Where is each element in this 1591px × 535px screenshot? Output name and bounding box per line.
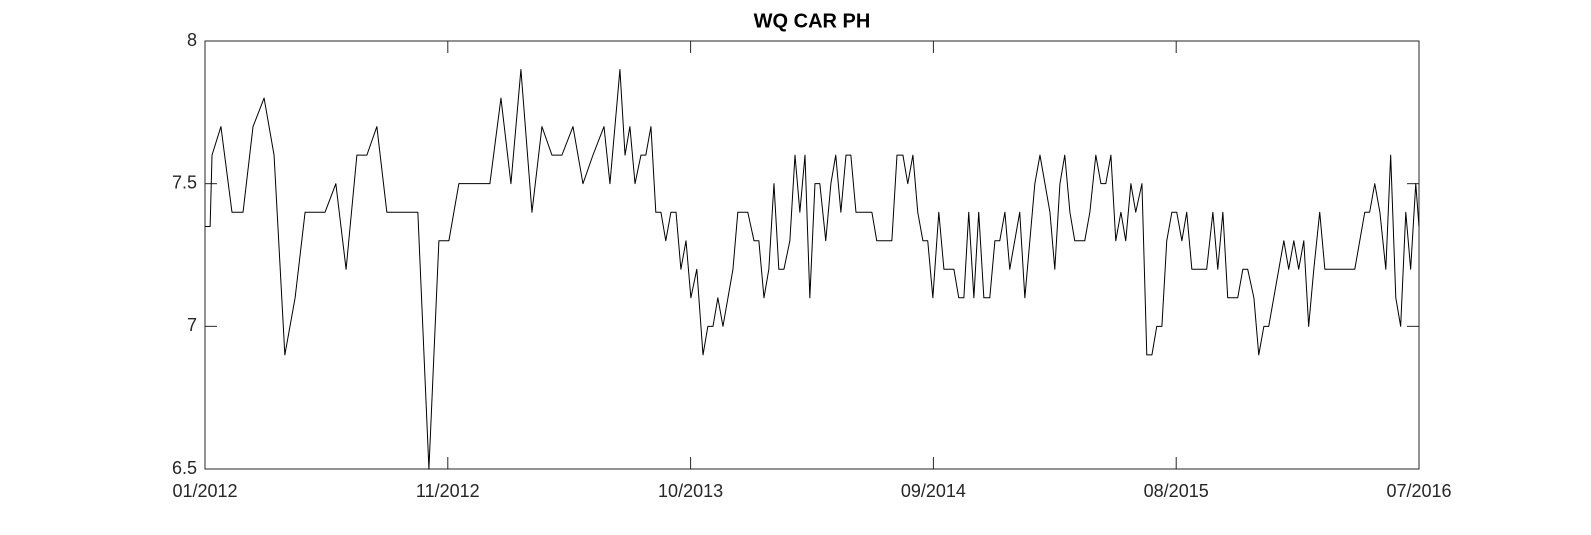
x-tick-label: 09/2014	[901, 481, 966, 501]
data-line	[205, 69, 1420, 470]
plot-frame	[204, 40, 1420, 470]
x-tick-label: 01/2012	[172, 481, 237, 501]
x-tick-label: 11/2012	[416, 481, 480, 501]
x-tick-label: 07/2016	[1386, 481, 1451, 501]
x-tick-label: 10/2013	[658, 481, 723, 501]
x-tick-label: 08/2015	[1144, 481, 1209, 501]
y-tick-label: 6.5	[172, 458, 197, 478]
y-tick-label: 8	[187, 30, 197, 50]
y-tick-label: 7	[187, 315, 197, 335]
y-tick-label: 7.5	[172, 172, 197, 192]
chart-title: WQ CAR PH	[754, 10, 871, 32]
